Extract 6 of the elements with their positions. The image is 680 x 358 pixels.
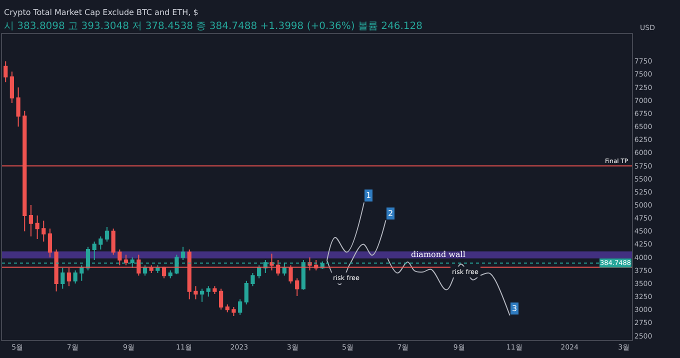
annotation: 3: [512, 304, 518, 313]
band-label: diamond wall: [411, 250, 466, 259]
annotation: 2: [388, 209, 394, 218]
annotation: 1: [366, 191, 372, 200]
chart-title: Crypto Total Market Cap Exclude BTC and ETH, $: [4, 8, 198, 17]
chart-subtitle: 시 383.8098 고 393.3048 저 378.4538 종 384.7488 +1.3998 (+0.36%) 볼륨 246.128: [4, 21, 422, 32]
